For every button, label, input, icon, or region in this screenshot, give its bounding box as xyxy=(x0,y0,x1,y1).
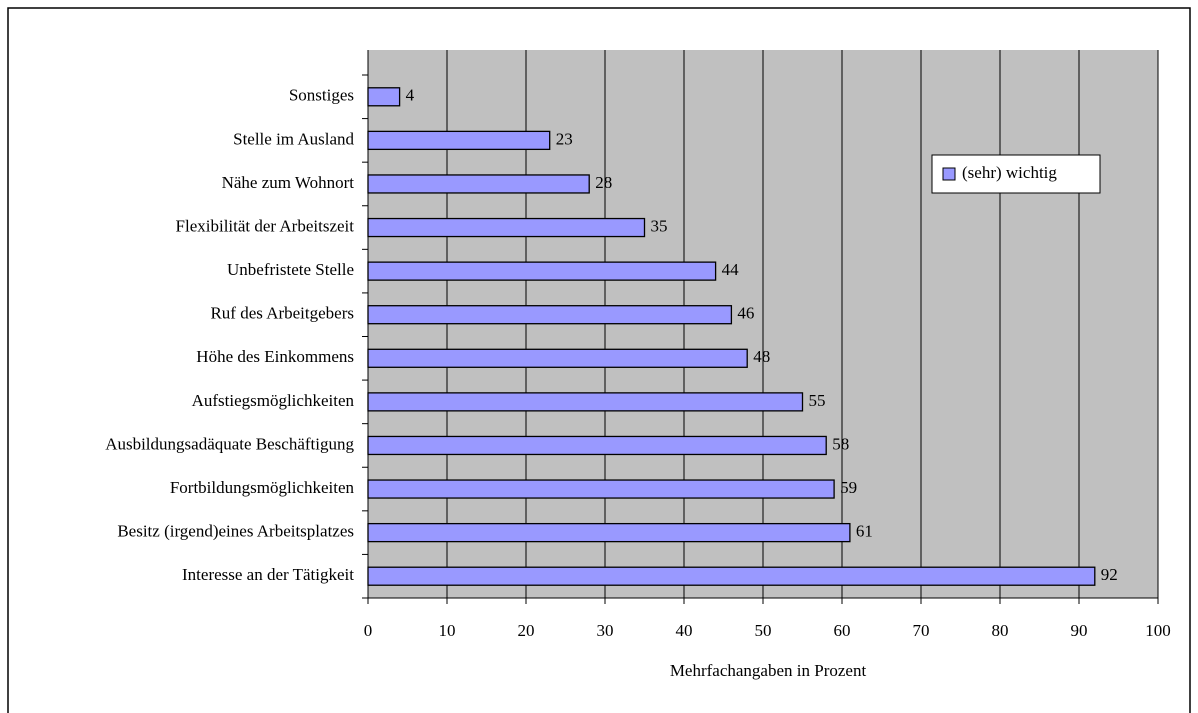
data-label: 55 xyxy=(809,391,826,410)
y-tick-label: Ruf des Arbeitgebers xyxy=(210,304,354,323)
y-tick-label: Besitz (irgend)eines Arbeitsplatzes xyxy=(117,522,354,541)
x-tick-label: 100 xyxy=(1145,621,1171,640)
bar xyxy=(367,174,590,194)
data-label: 35 xyxy=(651,216,668,235)
data-label: 61 xyxy=(856,522,873,541)
x-axis-title: Mehrfachangaben in Prozent xyxy=(670,661,867,680)
x-tick-label: 10 xyxy=(439,621,456,640)
bar xyxy=(367,217,646,238)
bar xyxy=(367,305,733,325)
bar xyxy=(367,130,551,151)
bar xyxy=(367,479,835,499)
y-tick-label: Stelle im Ausland xyxy=(233,129,354,148)
y-tick-label: Ausbildungsadäquate Beschäftigung xyxy=(105,434,354,453)
data-label: 92 xyxy=(1101,565,1118,584)
bar xyxy=(367,435,827,456)
bar xyxy=(367,261,717,281)
data-label: 58 xyxy=(832,434,849,453)
y-tick-label: Sonstiges xyxy=(289,86,354,105)
x-tick-label: 70 xyxy=(913,621,930,640)
x-tick-label: 90 xyxy=(1071,621,1088,640)
legend-label: (sehr) wichtig xyxy=(962,163,1057,182)
y-tick-label: Fortbildungsmöglichkeiten xyxy=(170,478,355,497)
legend-swatch xyxy=(942,167,956,181)
bar xyxy=(367,522,851,543)
data-label: 44 xyxy=(722,260,740,279)
data-label: 59 xyxy=(840,478,857,497)
x-tick-label: 30 xyxy=(597,621,614,640)
x-tick-label: 0 xyxy=(364,621,373,640)
data-label: 4 xyxy=(406,86,415,105)
legend-box xyxy=(931,154,1101,194)
y-tick-label: Nähe zum Wohnort xyxy=(222,173,355,192)
y-tick-label: Aufstiegsmöglichkeiten xyxy=(192,391,355,410)
chart-frame xyxy=(7,7,1191,713)
y-tick-label: Unbefristete Stelle xyxy=(227,260,354,279)
x-tick-label: 50 xyxy=(755,621,772,640)
x-tick-label: 80 xyxy=(992,621,1009,640)
x-tick-label: 60 xyxy=(834,621,851,640)
y-tick-label: Höhe des Einkommens xyxy=(196,347,354,366)
bar xyxy=(367,87,401,107)
y-tick-label: Flexibilität der Arbeitszeit xyxy=(176,216,355,235)
y-tick-label: Interesse an der Tätigkeit xyxy=(182,565,354,584)
x-tick-label: 40 xyxy=(676,621,693,640)
bar xyxy=(367,392,804,412)
data-label: 28 xyxy=(595,173,612,192)
data-label: 48 xyxy=(753,347,770,366)
data-label: 23 xyxy=(556,129,573,148)
data-label: 46 xyxy=(737,304,754,323)
bar xyxy=(367,566,1096,586)
x-tick-label: 20 xyxy=(518,621,535,640)
bar xyxy=(367,348,748,368)
